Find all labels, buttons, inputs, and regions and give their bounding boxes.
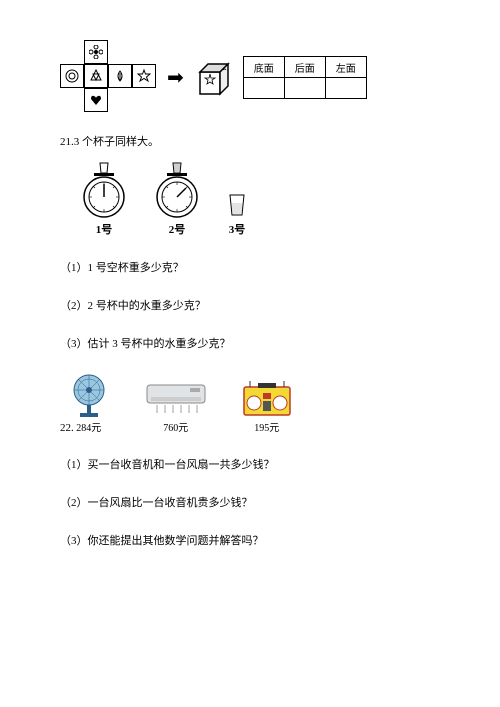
arrow-icon: ➡: [167, 65, 184, 90]
product-price: 760元: [163, 419, 188, 434]
folded-cube-diagram: [196, 60, 231, 95]
product-radio: 195元: [242, 381, 292, 434]
scale-label: 1号: [96, 221, 113, 237]
triforce-icon: [89, 69, 103, 83]
radio-icon: [242, 381, 292, 419]
cup-icon: [226, 193, 248, 221]
scale-label: 2号: [169, 221, 186, 237]
scale-icon: [80, 161, 128, 221]
q21-q3: （3）估计 3 号杯中的水重多少克？: [60, 335, 440, 351]
cube-faces-table: 底面 后面 左面: [243, 56, 367, 99]
scale-2: 2号: [153, 161, 201, 237]
scale-1: 1号: [80, 161, 128, 237]
product-price: 195元: [254, 419, 279, 434]
star-icon: [137, 69, 151, 83]
product-price: 284元: [76, 419, 101, 434]
q22-q2: （2）一台风扇比一台收音机贵多少钱？: [60, 494, 440, 510]
q22-products: 284元 760元: [68, 373, 292, 434]
ac-icon: [145, 383, 207, 419]
q21: 21.3 个杯子同样大。: [60, 133, 440, 149]
scale-icon: [153, 161, 201, 221]
q22-q1: （1）买一台收音机和一台风扇一共多少钱？: [60, 456, 440, 472]
table-cell: [284, 78, 325, 99]
table-cell: [325, 78, 366, 99]
product-ac: 760元: [145, 383, 207, 434]
table-header: 后面: [284, 57, 325, 78]
q21-title: 3 个杯子同样大。: [74, 136, 159, 148]
heart-icon: [89, 93, 103, 107]
scale-label: 3号: [229, 221, 246, 237]
q22: 22. 284元: [60, 373, 440, 434]
product-fan: 284元: [68, 373, 110, 434]
q21-number: 21.: [60, 136, 74, 148]
q21-q1: （1）1 号空杯重多少克？: [60, 259, 440, 275]
fan-icon: [68, 373, 110, 419]
leaf-icon: [113, 69, 127, 83]
table-cell: [243, 78, 284, 99]
table-header: 左面: [325, 57, 366, 78]
q20-figure: ➡ 底面 后面 左面: [60, 40, 440, 115]
cube-net-diagram: [60, 40, 155, 115]
spiral-icon: [65, 69, 79, 83]
cup-3: 3号: [226, 193, 248, 237]
q21-scales: 1号 2号: [80, 161, 440, 237]
flower-icon: [89, 45, 103, 59]
q22-q3: （3）你还能提出其他数学问题并解答吗？: [60, 532, 440, 548]
q21-q2: （2）2 号杯中的水重多少克？: [60, 297, 440, 313]
worksheet-page: ➡ 底面 后面 左面 21.3 个杯子同样大。: [0, 0, 500, 707]
table-header: 底面: [243, 57, 284, 78]
